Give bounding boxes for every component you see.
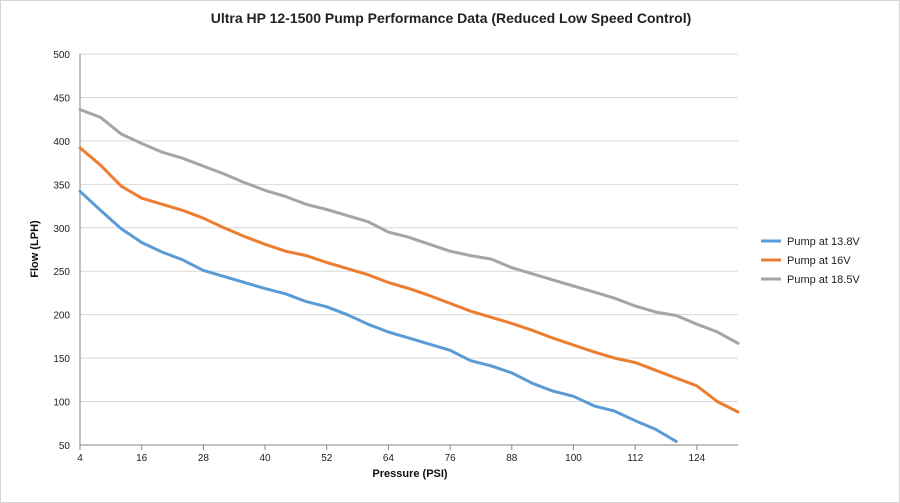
y-tick-label: 200 (53, 311, 70, 322)
series-line-2 (78, 146, 740, 414)
x-tick-label: 40 (260, 453, 272, 464)
series-line-1 (78, 189, 678, 443)
y-tick-label: 50 (59, 441, 71, 452)
y-axis-label: Flow (LPH) (29, 220, 41, 278)
series-lines (78, 108, 740, 443)
legend-label-3: Pump at 18.5V (787, 274, 860, 286)
legend-label-1: Pump at 13.8V (787, 236, 860, 248)
axes (79, 54, 738, 450)
x-tick-label: 100 (565, 453, 582, 464)
x-axis-label: Pressure (PSI) (372, 468, 448, 480)
y-tick-label: 350 (53, 180, 70, 191)
y-tick-label: 300 (53, 224, 70, 235)
series-line-3 (78, 108, 740, 345)
x-tick-label: 4 (77, 453, 83, 464)
x-tick-label: 112 (627, 453, 643, 464)
legend-label-2: Pump at 16V (787, 255, 851, 267)
y-tick-labels: 50 100 150 200 250 300 350 400 450 500 (53, 50, 70, 452)
y-tick-label: 400 (53, 137, 70, 148)
x-tick-label: 64 (383, 453, 395, 464)
x-tick-label: 16 (136, 453, 148, 464)
legend: Pump at 13.8V Pump at 16V Pump at 18.5V (761, 236, 860, 286)
x-tick-label: 76 (445, 453, 457, 464)
x-tick-label: 88 (506, 453, 518, 464)
chart-title: Ultra HP 12-1500 Pump Performance Data (… (211, 10, 692, 26)
y-tick-label: 250 (53, 267, 70, 278)
y-tick-label: 500 (53, 50, 70, 61)
x-tick-label: 124 (689, 453, 706, 464)
y-tick-label: 150 (53, 354, 70, 365)
x-tick-label: 28 (198, 453, 210, 464)
x-tick-labels: 4 16 28 40 52 64 76 88 100 112 124 (77, 453, 705, 464)
y-tick-label: 450 (53, 93, 70, 104)
y-tick-label: 100 (53, 398, 70, 409)
x-tick-label: 52 (321, 453, 333, 464)
gridlines (80, 53, 738, 403)
